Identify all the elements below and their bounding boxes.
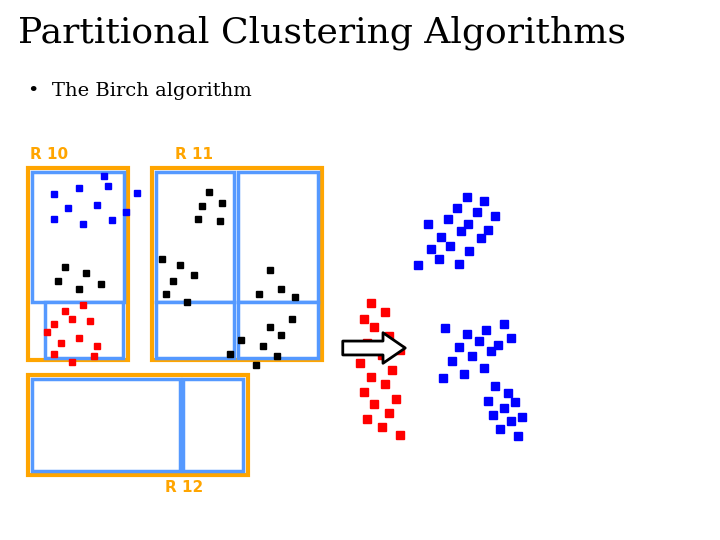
Bar xyxy=(32,172,124,302)
Text: Partitional Clustering Algorithms: Partitional Clustering Algorithms xyxy=(18,15,626,50)
Bar xyxy=(183,379,243,471)
Text: R 12: R 12 xyxy=(165,480,203,495)
Bar xyxy=(28,168,128,360)
Bar xyxy=(156,302,234,358)
Bar xyxy=(156,172,234,302)
Text: R 10: R 10 xyxy=(30,147,68,162)
Bar xyxy=(28,375,248,475)
Bar xyxy=(32,379,180,471)
Bar xyxy=(45,302,123,358)
Text: •  The Birch algorithm: • The Birch algorithm xyxy=(28,82,252,100)
FancyArrowPatch shape xyxy=(343,333,405,363)
Bar xyxy=(152,168,322,360)
Text: R 11: R 11 xyxy=(175,147,213,162)
Bar xyxy=(238,302,318,358)
Bar xyxy=(238,172,318,302)
